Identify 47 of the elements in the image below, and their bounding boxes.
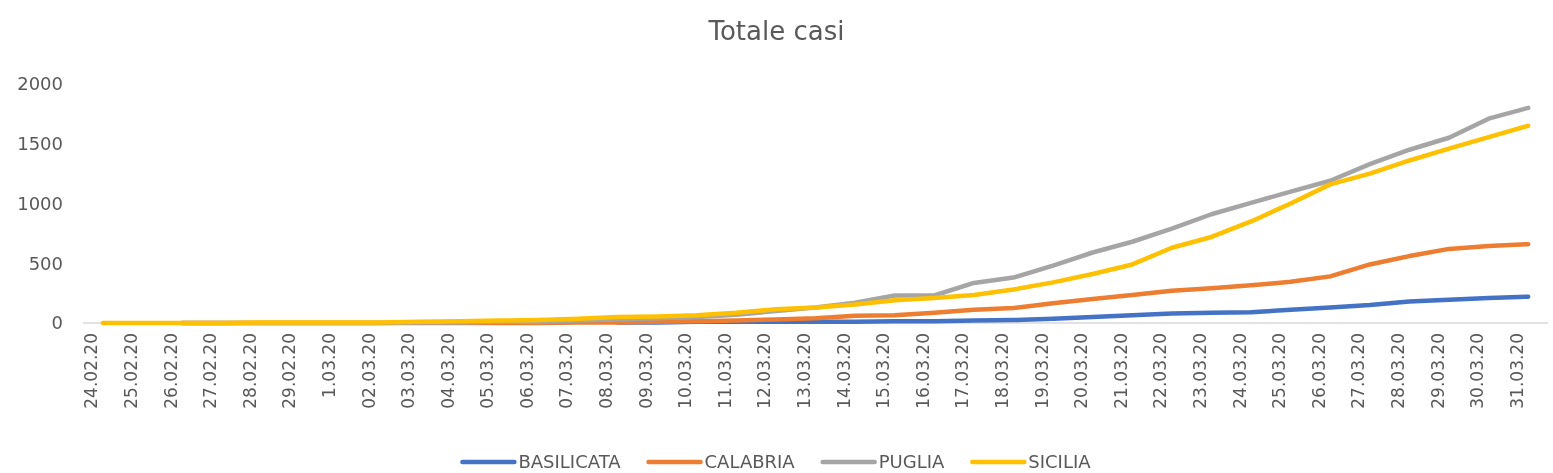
x-tick-label: 13.03.20	[794, 333, 815, 409]
x-tick-label: 27.02.20	[200, 333, 221, 409]
x-tick-label: 22.03.20	[1150, 333, 1171, 409]
x-tick-label: 12.03.20	[754, 333, 775, 409]
x-tick-label: 26.03.20	[1308, 333, 1329, 409]
x-tick-label: 29.03.20	[1427, 333, 1448, 409]
x-tick-label: 05.03.20	[477, 333, 498, 409]
x-tick-label: 28.02.20	[239, 333, 260, 409]
x-tick-label: 02.03.20	[358, 333, 379, 409]
x-tick-label: 25.02.20	[120, 333, 141, 409]
x-tick-label: 30.03.20	[1467, 333, 1488, 409]
legend-label: PUGLIA	[878, 451, 945, 472]
x-tick-label: 16.03.20	[912, 333, 933, 409]
x-tick-label: 15.03.20	[873, 333, 894, 409]
x-tick-label: 04.03.20	[437, 333, 458, 409]
legend-label: SICILIA	[1028, 451, 1092, 472]
y-tick-label: 2000	[17, 73, 63, 95]
x-tick-label: 08.03.20	[596, 333, 617, 409]
legend-label: BASILICATA	[518, 451, 622, 472]
x-tick-label: 19.03.20	[1031, 333, 1052, 409]
y-tick-label: 1000	[17, 192, 63, 214]
chart-title: Totale casi	[707, 16, 845, 46]
y-tick-label: 500	[28, 252, 63, 274]
x-tick-label: 14.03.20	[833, 333, 854, 409]
x-tick-label: 06.03.20	[516, 333, 537, 409]
y-tick-label: 1500	[17, 133, 63, 155]
x-tick-label: 1.03.20	[318, 333, 339, 398]
x-tick-label: 10.03.20	[675, 333, 696, 409]
x-tick-label: 09.03.20	[635, 333, 656, 409]
x-tick-label: 25.03.20	[1269, 333, 1290, 409]
x-tick-label: 20.03.20	[1071, 333, 1092, 409]
x-tick-label: 11.03.20	[714, 333, 735, 409]
x-tick-label: 07.03.20	[556, 333, 577, 409]
x-tick-label: 26.02.20	[160, 333, 181, 409]
x-tick-label: 24.03.20	[1229, 333, 1250, 409]
x-tick-label: 28.03.20	[1387, 333, 1408, 409]
x-tick-label: 21.03.20	[1110, 333, 1131, 409]
x-tick-label: 18.03.20	[992, 333, 1013, 409]
legend-label: CALABRIA	[704, 451, 796, 472]
x-tick-label: 23.03.20	[1190, 333, 1210, 409]
x-tick-label: 17.03.20	[952, 333, 973, 409]
y-tick-label: 0	[51, 312, 63, 334]
x-tick-label: 31.03.20	[1506, 333, 1527, 409]
x-tick-label: 29.02.20	[279, 333, 300, 409]
x-tick-label: 24.02.20	[81, 333, 102, 409]
x-tick-label: 03.03.20	[398, 333, 419, 409]
x-tick-label: 27.03.20	[1348, 333, 1369, 409]
